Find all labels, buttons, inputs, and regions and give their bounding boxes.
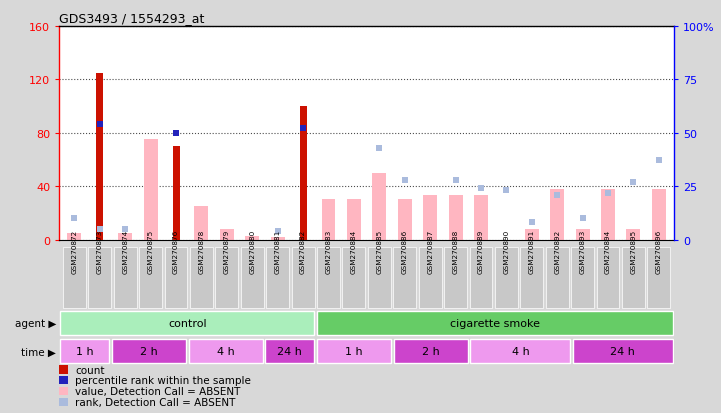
Bar [546,247,569,309]
Bar [317,247,340,309]
Bar [521,247,543,309]
Text: GSM270890: GSM270890 [503,229,510,273]
Bar [292,247,314,309]
Text: GSM270872: GSM270872 [71,229,77,273]
Text: GSM270883: GSM270883 [325,229,332,273]
Bar [270,237,285,240]
Text: percentile rank within the sample: percentile rank within the sample [75,375,251,385]
Text: GSM270876: GSM270876 [173,229,179,273]
Bar [372,173,386,240]
Bar [347,200,361,240]
Text: GSM270886: GSM270886 [402,229,408,273]
Bar [114,247,137,309]
Bar [575,229,590,240]
Bar [317,339,391,363]
Bar [300,107,306,240]
Text: GSM270896: GSM270896 [656,229,662,273]
Text: 1 h: 1 h [76,347,94,356]
Bar [627,229,640,240]
Bar [143,140,158,240]
Bar [241,247,264,309]
Text: GSM270888: GSM270888 [453,229,459,273]
Bar [571,247,594,309]
Bar [423,196,437,240]
Bar [573,339,673,363]
Bar [368,247,391,309]
Bar [61,311,314,335]
Bar [550,189,565,240]
Text: GSM270879: GSM270879 [224,229,230,273]
Text: GSM270889: GSM270889 [478,229,484,273]
Bar [89,247,111,309]
Bar [322,200,335,240]
Text: time ▶: time ▶ [22,347,56,356]
Text: 2 h: 2 h [422,347,440,356]
Bar [118,233,132,240]
Bar [474,196,488,240]
Bar [317,311,673,335]
Text: 2 h: 2 h [140,347,158,356]
Bar [139,247,162,309]
Bar [67,233,81,240]
Text: GSM270892: GSM270892 [554,229,560,273]
Bar [622,247,645,309]
Bar [469,247,492,309]
Text: agent ▶: agent ▶ [15,318,56,328]
Text: value, Detection Call = ABSENT: value, Detection Call = ABSENT [75,386,240,396]
Text: 4 h: 4 h [217,347,234,356]
Text: GSM270887: GSM270887 [427,229,433,273]
Bar [394,339,468,363]
Bar [220,229,234,240]
Bar [601,189,615,240]
Text: GSM270875: GSM270875 [148,229,154,273]
Bar [245,236,260,240]
Text: GSM270880: GSM270880 [249,229,255,273]
Text: 1 h: 1 h [345,347,363,356]
Text: cigarette smoke: cigarette smoke [450,318,540,328]
Bar [265,339,314,363]
Bar [448,196,463,240]
Bar [172,147,180,240]
Bar [195,206,208,240]
Bar [112,339,186,363]
Bar [444,247,467,309]
Text: GSM270895: GSM270895 [630,229,637,273]
Bar [652,189,666,240]
Bar [61,339,109,363]
Text: 24 h: 24 h [611,347,635,356]
Bar [188,339,263,363]
Text: GSM270894: GSM270894 [605,229,611,273]
Bar [164,247,187,309]
Text: GSM270881: GSM270881 [275,229,280,273]
Text: GSM270873: GSM270873 [97,229,103,273]
Bar [97,74,103,240]
Text: GDS3493 / 1554293_at: GDS3493 / 1554293_at [59,12,205,25]
Text: GSM270874: GSM270874 [122,229,128,273]
Bar [495,247,518,309]
Bar [342,247,366,309]
Text: GSM270891: GSM270891 [528,229,535,273]
Text: GSM270885: GSM270885 [376,229,382,273]
Text: 24 h: 24 h [278,347,302,356]
Text: count: count [75,365,105,375]
Text: GSM270882: GSM270882 [300,229,306,273]
Text: GSM270878: GSM270878 [198,229,205,273]
Bar [394,247,416,309]
Bar [470,339,570,363]
Text: control: control [168,318,206,328]
Bar [596,247,619,309]
Bar [398,200,412,240]
Text: rank, Detection Call = ABSENT: rank, Detection Call = ABSENT [75,397,235,407]
Bar [266,247,289,309]
Bar [525,229,539,240]
Bar [647,247,671,309]
Bar [63,247,86,309]
Text: GSM270893: GSM270893 [580,229,585,273]
Bar [419,247,441,309]
Text: 4 h: 4 h [511,347,529,356]
Bar [216,247,238,309]
Text: GSM270884: GSM270884 [351,229,357,273]
Bar [190,247,213,309]
